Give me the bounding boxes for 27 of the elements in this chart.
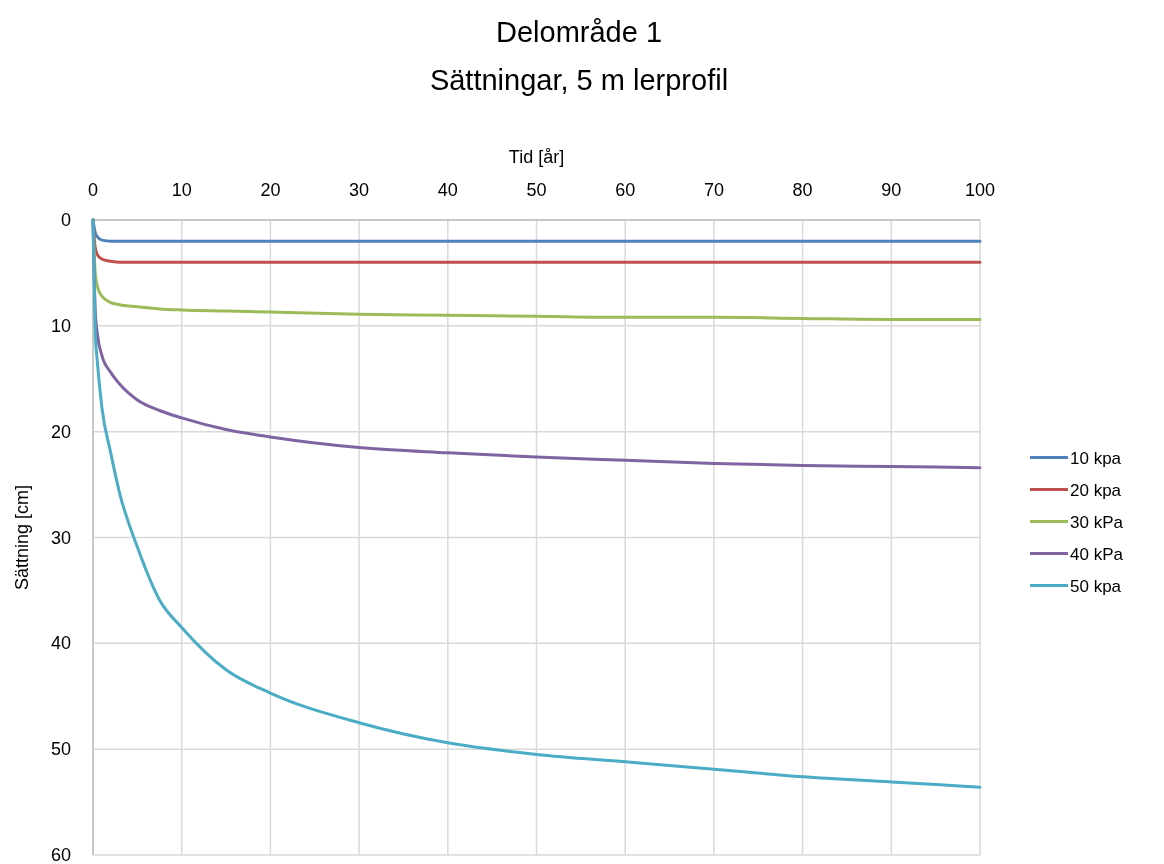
legend-label: 10 kpa	[1070, 448, 1122, 468]
x-tick-label: 10	[171, 180, 192, 200]
x-tick-label: 40	[437, 180, 458, 200]
legend-label: 40 kPa	[1070, 544, 1124, 564]
x-tick-label: 100	[964, 180, 996, 200]
x-tick-label: 90	[881, 180, 902, 200]
y-tick-label: 60	[50, 845, 71, 864]
x-tick-label: 20	[260, 180, 281, 200]
y-tick-label: 30	[50, 527, 71, 548]
x-tick-label: 70	[703, 180, 724, 200]
y-tick-label: 0	[60, 210, 71, 230]
x-tick-label: 0	[87, 180, 99, 200]
legend-label: 20 kpa	[1070, 480, 1122, 500]
y-tick-label: 10	[50, 315, 71, 336]
y-tick-label: 20	[50, 421, 71, 442]
chart-title: Delområde 1	[495, 16, 663, 48]
y-tick-label: 40	[50, 633, 71, 654]
x-tick-label: 50	[526, 180, 547, 200]
x-axis-title: Tid [år]	[508, 147, 565, 167]
chart-subtitle: Sättningar, 5 m lerprofil	[429, 64, 729, 96]
x-tick-label: 30	[349, 180, 370, 200]
legend-label: 30 kPa	[1070, 512, 1124, 532]
legend-label: 50 kpa	[1070, 576, 1122, 596]
x-tick-label: 80	[792, 180, 813, 200]
y-tick-label: 50	[50, 739, 71, 760]
x-tick-label: 60	[615, 180, 636, 200]
y-axis-title: Sättning [cm]	[12, 484, 32, 591]
